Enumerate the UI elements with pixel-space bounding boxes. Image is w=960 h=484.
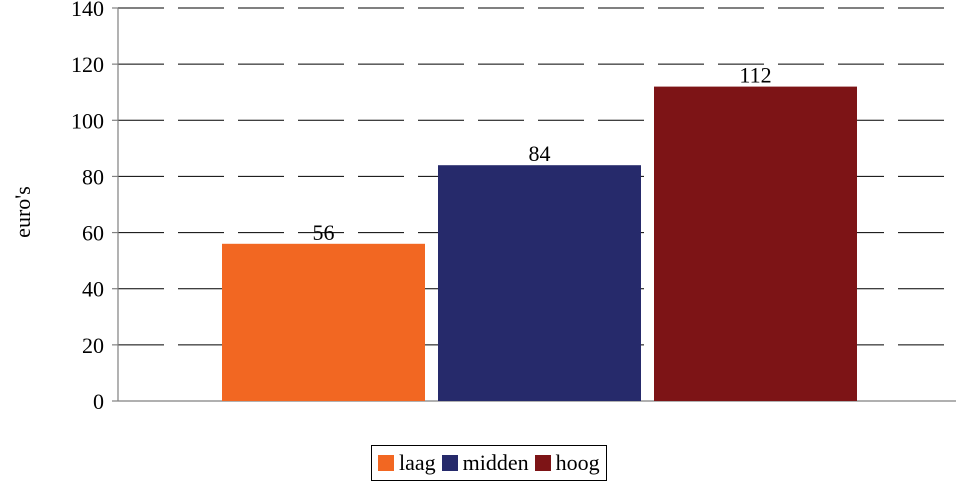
y-tick-label: 80 — [82, 164, 104, 189]
legend-label-laag: laag — [399, 450, 436, 475]
bar-hoog — [654, 86, 857, 401]
y-tick-label: 40 — [82, 277, 104, 302]
legend-label-hoog: hoog — [555, 450, 600, 475]
legend-swatch-hoog — [534, 455, 551, 471]
bars — [222, 86, 857, 401]
legend-item-laag: laag — [378, 452, 436, 474]
legend-label-midden: midden — [462, 450, 529, 475]
bar-midden — [438, 165, 641, 401]
y-tick-label: 60 — [82, 221, 104, 246]
y-tick-label: 20 — [82, 333, 104, 358]
legend-item-midden: midden — [441, 450, 529, 475]
y-tick-label: 140 — [71, 0, 104, 21]
legend-swatch-laag — [378, 455, 394, 471]
legend-swatch-midden — [441, 455, 458, 471]
bar-laag — [222, 243, 425, 401]
data-label-hoog: 112 — [739, 63, 771, 88]
y-axis-label: euro's — [10, 186, 35, 238]
data-label-midden: 84 — [529, 141, 551, 166]
legend: laag midden hoog — [371, 445, 607, 481]
data-labels: 56 84 112 — [313, 63, 772, 245]
bar-chart: 0 20 40 60 80 100 120 140 56 84 112 euro's — [10, 0, 956, 414]
legend-item-hoog: hoog — [534, 450, 600, 475]
y-tick-label: 120 — [71, 52, 104, 77]
data-label-laag: 56 — [313, 220, 335, 245]
y-tick-label: 100 — [71, 108, 104, 133]
y-axis-ticks: 0 20 40 60 80 100 120 140 — [71, 0, 118, 414]
y-tick-label: 0 — [93, 389, 104, 414]
